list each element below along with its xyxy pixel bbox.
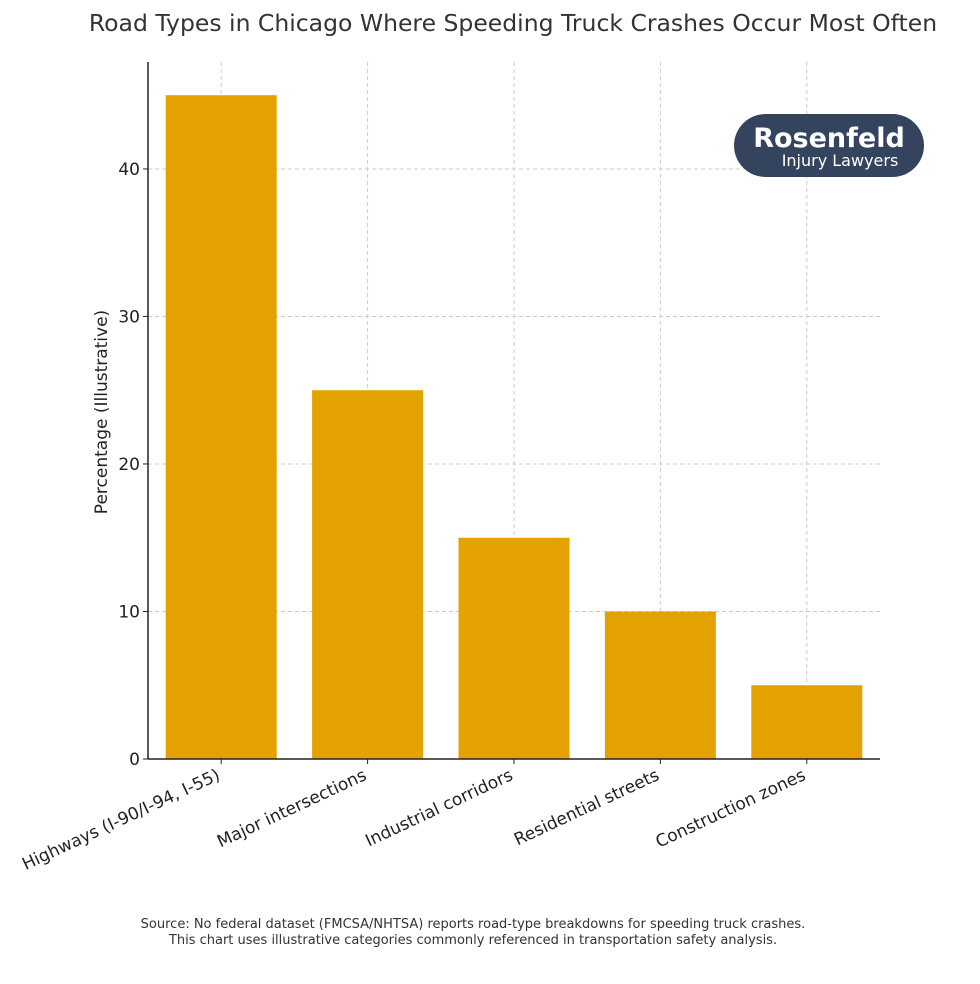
logo-line2: Injury Lawyers	[782, 151, 899, 170]
x-ticks: Highways (I-90/I-94, I-55)Major intersec…	[19, 759, 809, 875]
bar	[751, 685, 863, 759]
y-tick-label: 0	[129, 750, 140, 770]
chart-title: Road Types in Chicago Where Speeding Tru…	[89, 9, 937, 37]
x-tick-label: Residential streets	[511, 765, 662, 850]
y-tick-label: 30	[118, 307, 140, 327]
y-tick-label: 20	[118, 455, 140, 475]
footer-source-line2: This chart uses illustrative categories …	[168, 933, 777, 948]
y-ticks: 0 10 20 30 40	[118, 160, 148, 770]
bar	[312, 390, 424, 759]
bar	[165, 95, 277, 759]
logo: Rosenfeld Injury Lawyers	[734, 114, 924, 177]
x-tick-label: Major intersections	[214, 765, 370, 852]
y-tick-label: 10	[118, 602, 140, 622]
x-tick-label: Construction zones	[653, 765, 809, 852]
bar	[458, 537, 570, 759]
y-axis-label: Percentage (Illustrative)	[92, 310, 112, 514]
footer-source-line1: Source: No federal dataset (FMCSA/NHTSA)…	[141, 917, 806, 932]
y-tick-label: 40	[118, 160, 140, 180]
bar	[604, 611, 716, 759]
x-tick-label: Highways (I-90/I-94, I-55)	[19, 765, 223, 874]
bars	[165, 95, 863, 759]
x-tick-label: Industrial corridors	[362, 765, 516, 851]
logo-line1: Rosenfeld	[753, 123, 905, 154]
